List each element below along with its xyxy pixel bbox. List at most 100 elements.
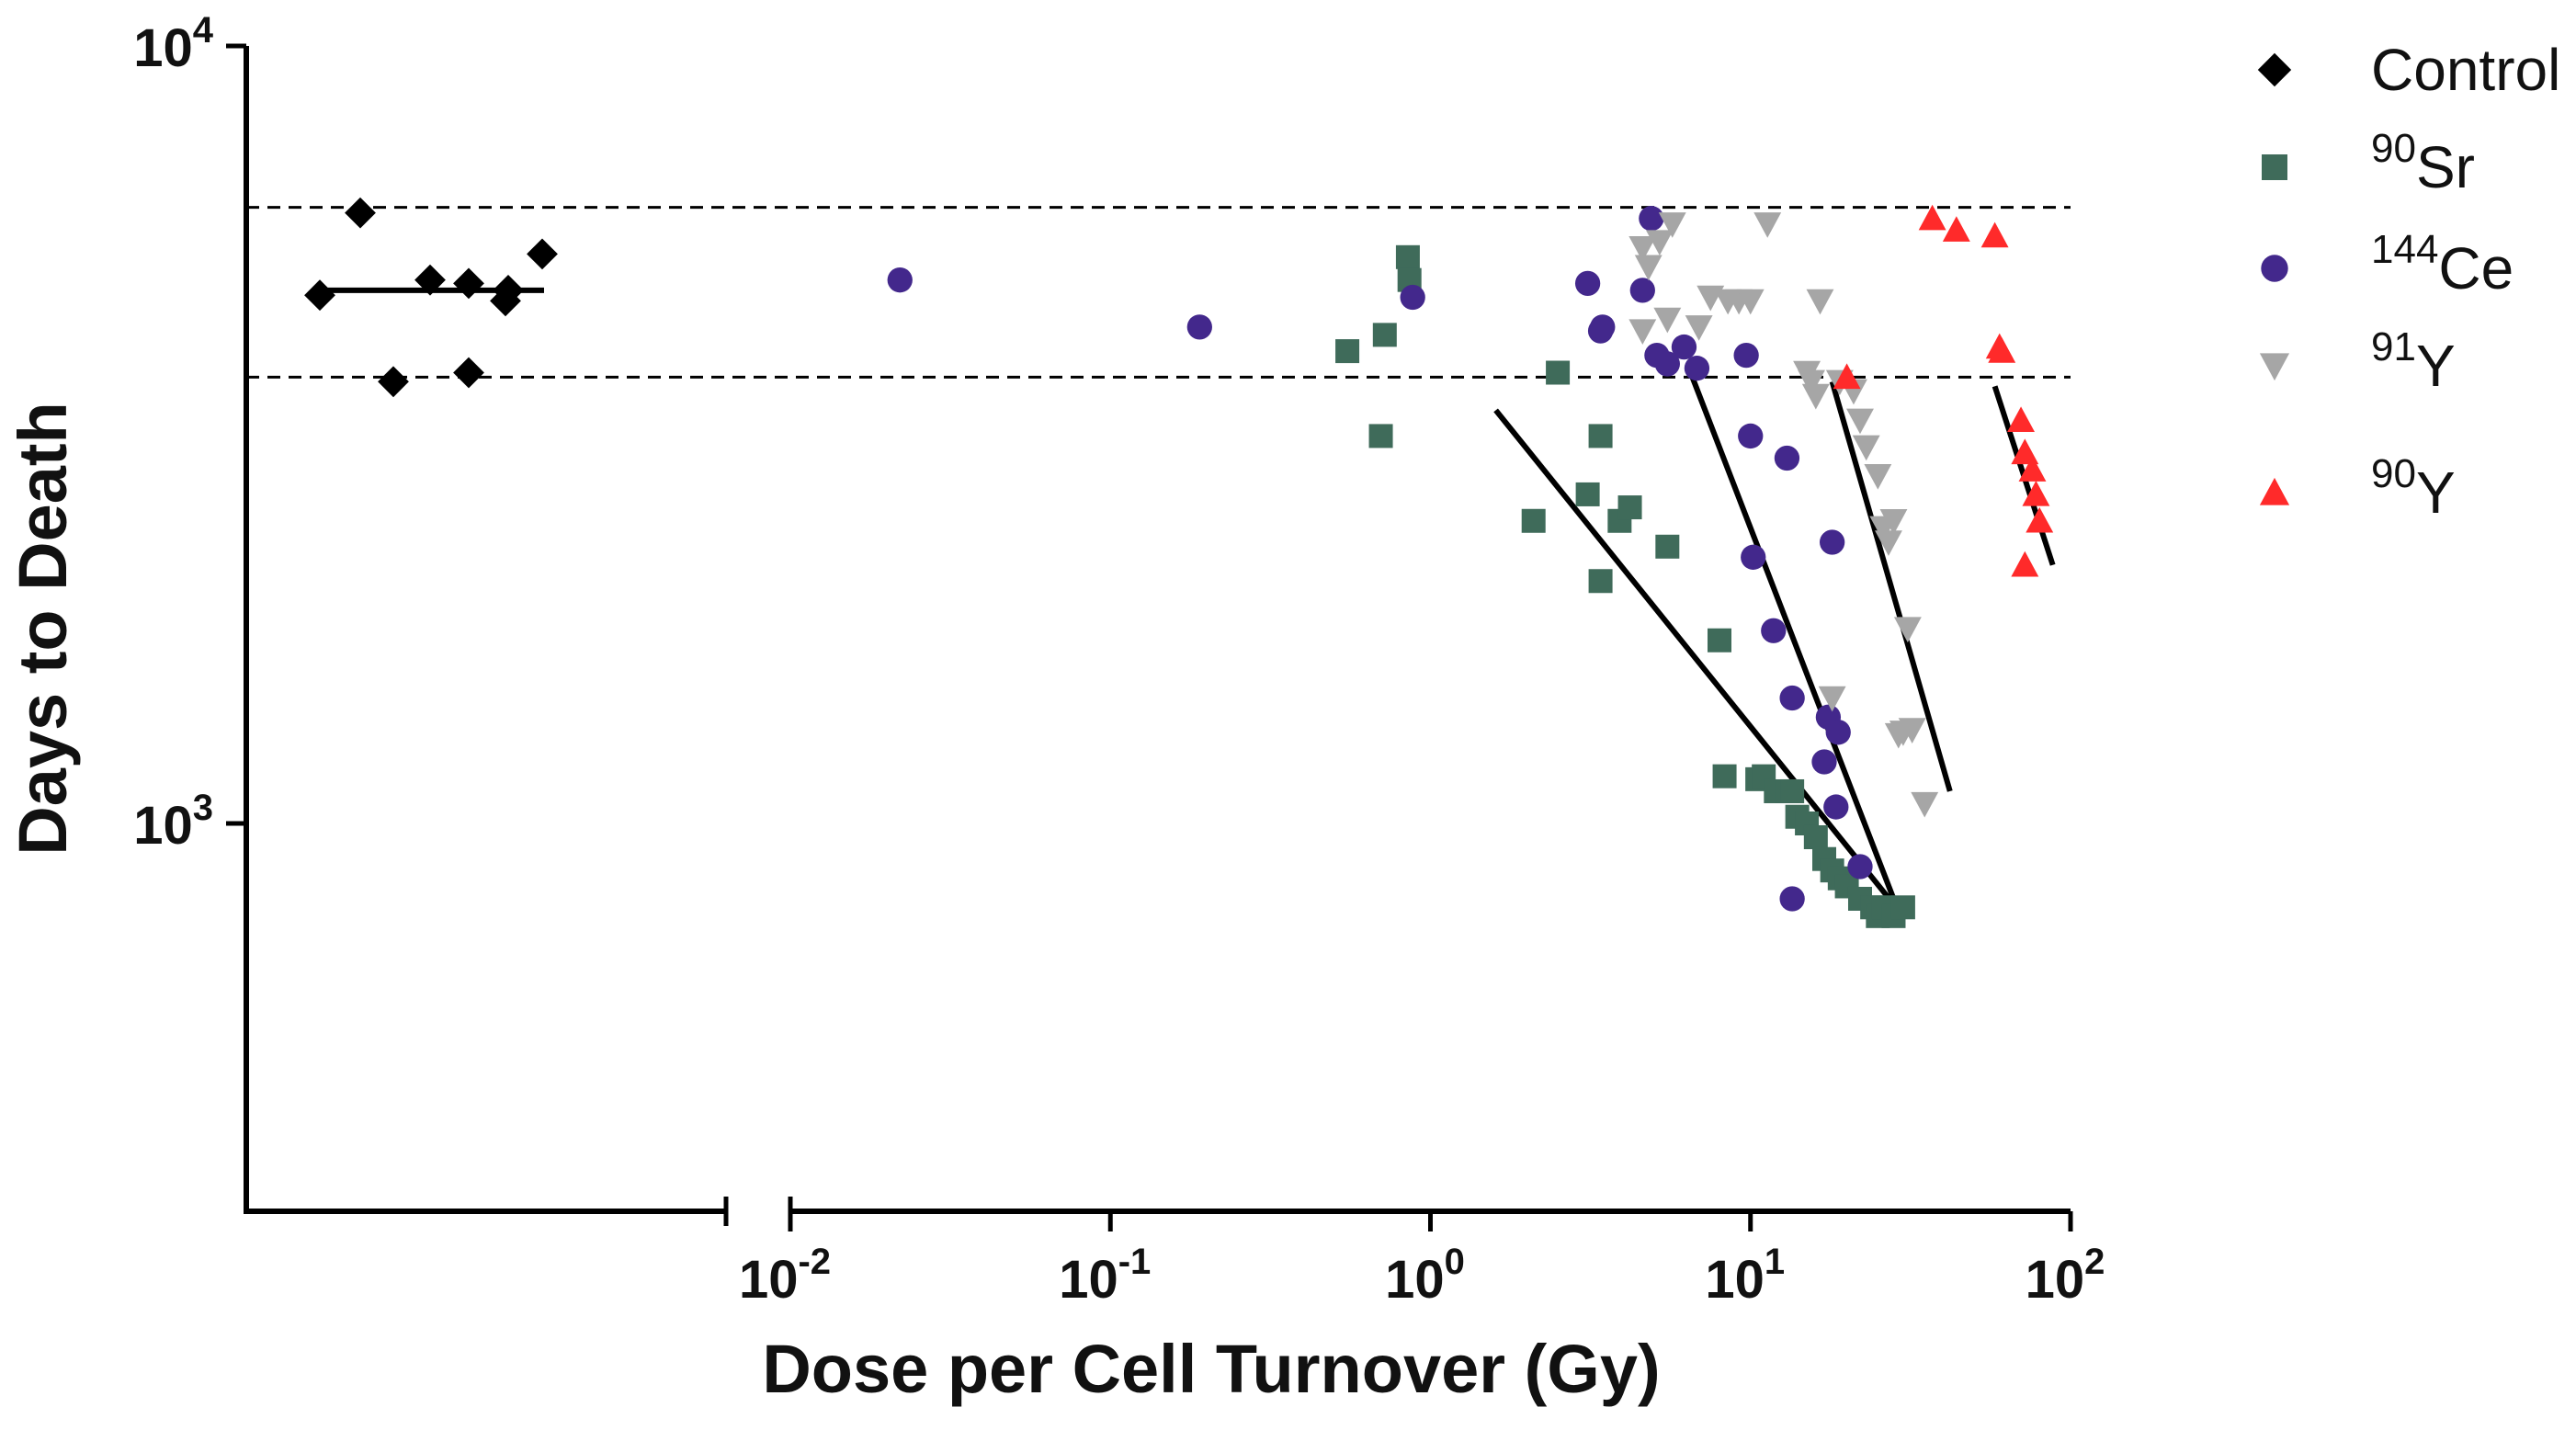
point-90Sr-19 xyxy=(1780,778,1805,803)
legend-label-3: 91Y xyxy=(2371,324,2456,399)
point-144Ce-9 xyxy=(1654,351,1680,377)
point-91Y-3 xyxy=(1658,212,1686,238)
fit-line-144Ce xyxy=(1687,371,1897,901)
control-point-2 xyxy=(414,264,446,296)
point-91Y-19 xyxy=(1852,435,1880,461)
point-90Sr-0 xyxy=(1335,339,1360,364)
point-90Sr-8 xyxy=(1588,569,1613,594)
point-91Y-24 xyxy=(1893,617,1922,643)
point-144Ce-21 xyxy=(1823,794,1849,820)
point-90Y-8 xyxy=(2018,456,2047,482)
axis-titles: Dose per Cell Turnover (Gy) Days to Deat… xyxy=(5,402,1661,1407)
point-91Y-25 xyxy=(1818,686,1846,712)
point-90Sr-7 xyxy=(1575,482,1600,506)
legend-label-2: 144Ce xyxy=(2371,227,2514,301)
legend-marker-3 xyxy=(2259,353,2290,381)
legend: Control 90Sr 144Ce 91Y 90Y xyxy=(2257,37,2560,526)
legend-marker-1 xyxy=(2262,154,2287,180)
point-91Y-20 xyxy=(1864,463,1892,490)
control-point-0 xyxy=(345,197,376,229)
fit-line-90Sr xyxy=(1493,408,1906,918)
control-point-1 xyxy=(304,279,335,312)
point-144Ce-16 xyxy=(1774,445,1800,471)
point-90Sr-12 xyxy=(1655,534,1680,559)
point-90Sr-5 xyxy=(1546,360,1571,385)
legend-label-4: 90Y xyxy=(2371,451,2456,526)
point-91Y-6 xyxy=(1685,315,1713,341)
point-90Y-2 xyxy=(1942,216,1970,242)
point-90Sr-14 xyxy=(1712,764,1737,789)
y-axis-title: Days to Death xyxy=(5,402,81,855)
point-144Ce-12 xyxy=(1733,343,1759,369)
legend-label-1: 90Sr xyxy=(2371,126,2475,200)
point-91Y-1 xyxy=(1634,255,1662,281)
point-144Ce-10 xyxy=(1671,334,1697,360)
point-90Sr-1 xyxy=(1372,323,1397,347)
reference-lines xyxy=(246,206,2071,379)
control-point-6 xyxy=(453,357,484,389)
point-91Y-14 xyxy=(1801,383,1830,410)
point-144Ce-5 xyxy=(1590,314,1616,340)
point-91Y-28 xyxy=(1898,718,1926,743)
point-90Y-9 xyxy=(2022,480,2050,506)
point-91Y-13 xyxy=(1798,369,1825,396)
point-144Ce-7 xyxy=(1639,206,1664,232)
point-90Y-5 xyxy=(1988,337,2016,363)
point-90Sr-6 xyxy=(1588,424,1613,448)
point-91Y-23 xyxy=(1879,509,1908,535)
point-90Sr-32 xyxy=(1890,895,1915,920)
x-tick-label-3: 101 xyxy=(1705,1242,1785,1310)
point-144Ce-11 xyxy=(1684,356,1710,381)
ticks: 10-2 10-1 100 101 102 104 103 xyxy=(133,10,2105,1310)
point-144Ce-18 xyxy=(1811,749,1837,775)
x-tick-label-2: 100 xyxy=(1385,1242,1465,1310)
control-point-4 xyxy=(453,267,484,300)
point-144Ce-6 xyxy=(1629,278,1655,303)
legend-label-0: Control xyxy=(2371,37,2560,103)
x-axis-title: Dose per Cell Turnover (Gy) xyxy=(762,1331,1660,1407)
point-91Y-2 xyxy=(1645,230,1674,255)
x-tick-label-4: 102 xyxy=(2026,1242,2105,1310)
point-90Sr-22 xyxy=(1803,824,1828,849)
point-90Sr-2 xyxy=(1368,424,1393,448)
x-tick-label-0: 10-2 xyxy=(739,1242,831,1310)
fit-line-91Y xyxy=(1829,380,1953,792)
control-point-3 xyxy=(378,366,409,398)
point-144Ce-17 xyxy=(1779,685,1805,711)
point-90Sr-9 xyxy=(1521,508,1546,533)
x-tick-label-1: 10-1 xyxy=(1059,1242,1151,1310)
point-144Ce-14 xyxy=(1741,544,1766,570)
point-90Y-0 xyxy=(1833,363,1861,390)
data-points xyxy=(304,197,2054,928)
point-144Ce-20 xyxy=(1819,529,1845,555)
point-91Y-0 xyxy=(1628,235,1657,262)
point-91Y-11 xyxy=(1753,212,1782,238)
point-91Y-15 xyxy=(1806,289,1834,315)
point-91Y-29 xyxy=(1911,791,1939,818)
control-point-8 xyxy=(527,238,558,270)
point-90Y-10 xyxy=(2026,506,2054,533)
legend-marker-4 xyxy=(2259,477,2290,505)
point-90Sr-11 xyxy=(1617,495,1642,520)
control-point-7 xyxy=(493,274,524,306)
point-90Y-6 xyxy=(2007,406,2036,433)
point-90Y-1 xyxy=(1918,204,1946,231)
point-90Sr-13 xyxy=(1708,628,1732,653)
point-91Y-22 xyxy=(1875,530,1902,556)
legend-marker-2 xyxy=(2261,255,2288,282)
point-91Y-10 xyxy=(1736,289,1765,315)
y-tick-label-1: 103 xyxy=(133,788,213,856)
point-144Ce-3 xyxy=(1574,270,1601,297)
point-90Sr-3 xyxy=(1395,244,1420,269)
point-144Ce-13 xyxy=(1738,423,1764,449)
point-90Y-11 xyxy=(2011,550,2039,577)
point-144Ce-0 xyxy=(887,267,913,293)
point-144Ce-2 xyxy=(1400,284,1425,311)
point-144Ce-23 xyxy=(1847,854,1873,880)
point-144Ce-15 xyxy=(1761,618,1787,643)
point-91Y-5 xyxy=(1653,307,1682,334)
point-144Ce-24 xyxy=(1779,886,1805,912)
point-91Y-18 xyxy=(1846,408,1874,435)
